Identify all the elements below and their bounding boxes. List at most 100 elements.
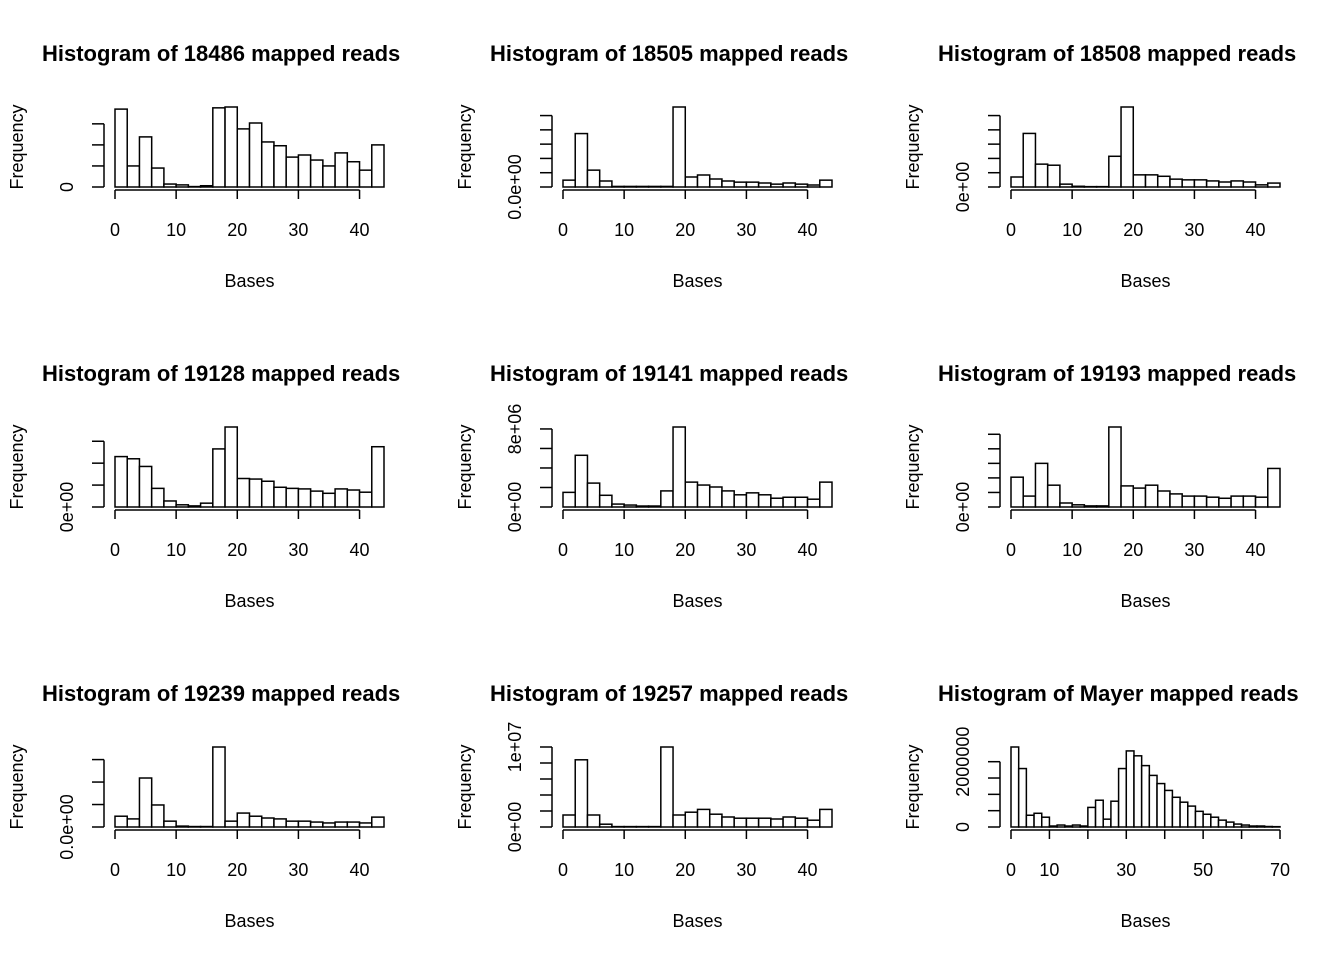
histogram-bar xyxy=(150,167,165,188)
histogram-bar xyxy=(175,504,190,508)
histogram-bar xyxy=(611,185,625,188)
histogram-bar xyxy=(672,426,687,508)
histogram-bar xyxy=(1193,495,1208,508)
x-tick-label: 30 xyxy=(1116,860,1136,880)
histogram-bar xyxy=(1017,767,1028,828)
histogram-panel: Histogram of 19239 mapped reads Bases Freq… xyxy=(7,681,400,931)
x-tick-label: 20 xyxy=(227,540,247,560)
histogram-bar xyxy=(782,182,797,188)
histogram-bar xyxy=(273,144,287,188)
histogram-bar xyxy=(1254,496,1269,508)
histogram-bar xyxy=(248,815,263,828)
histogram-bar xyxy=(1230,495,1245,508)
histogram-bar xyxy=(623,504,638,508)
histogram-bar xyxy=(574,759,589,828)
x-tick-label: 30 xyxy=(736,540,756,560)
histogram-bar xyxy=(757,494,772,508)
y-axis-label: Frequency xyxy=(903,104,923,189)
histogram-bar xyxy=(586,814,601,828)
x-axis-label: Bases xyxy=(672,271,722,291)
x-tick-label: 20 xyxy=(1123,540,1143,560)
x-tick-label: 0 xyxy=(110,540,120,560)
histogram-bar xyxy=(770,818,784,828)
histogram-bar xyxy=(574,132,589,188)
histogram-bar xyxy=(1248,825,1258,828)
histogram-bar xyxy=(273,818,287,828)
histogram-bar xyxy=(1148,774,1158,828)
histogram-bar xyxy=(1071,185,1086,188)
histogram-bar xyxy=(708,813,723,828)
histogram-bar xyxy=(309,490,324,508)
chart-title: Histogram of 19257 mapped reads xyxy=(490,681,848,706)
y-axis-label: Frequency xyxy=(903,424,923,509)
chart-title: Histogram of 19141 mapped reads xyxy=(490,361,848,386)
x-tick-label: 20 xyxy=(675,540,695,560)
histogram-bar xyxy=(794,496,809,508)
histogram-bar xyxy=(684,481,699,508)
histogram-bar xyxy=(1254,184,1269,188)
histogram-bar xyxy=(1095,505,1110,508)
histogram-bar xyxy=(1108,426,1122,508)
histogram-bar xyxy=(586,169,601,188)
y-tick-label: 2000000 xyxy=(953,727,973,797)
histogram-bar xyxy=(806,819,821,828)
histogram-bar xyxy=(794,817,809,828)
x-tick-label: 0 xyxy=(110,860,120,880)
y-tick-label: 0e+00 xyxy=(953,162,973,213)
histogram-bar xyxy=(1225,821,1235,828)
histogram-bar xyxy=(1267,467,1281,508)
histogram-bar xyxy=(1242,495,1257,508)
histogram-bar xyxy=(806,498,821,508)
histogram-bar xyxy=(150,804,165,828)
x-tick-label: 0 xyxy=(558,540,568,560)
histogram-bar xyxy=(1108,155,1122,188)
y-axis-label: Frequency xyxy=(7,424,27,509)
histogram-bar xyxy=(782,496,797,508)
y-tick-label: 0e+00 xyxy=(505,802,525,853)
histogram-bar xyxy=(236,477,251,508)
histogram-bar xyxy=(562,814,576,828)
histogram-bar xyxy=(199,184,214,188)
histogram-panel: Histogram of 19193 mapped reads Bases Freq… xyxy=(903,361,1296,611)
histogram-bar xyxy=(212,746,226,828)
histogram-bar xyxy=(1059,502,1073,508)
histogram-bar xyxy=(371,445,385,508)
x-tick-label: 20 xyxy=(675,220,695,240)
x-tick-label: 50 xyxy=(1193,860,1213,880)
y-tick-label: 8e+06 xyxy=(505,404,525,455)
histogram-bar xyxy=(138,777,153,828)
histogram-bar xyxy=(1010,176,1024,188)
histogram-bar xyxy=(782,816,797,828)
x-axis-label: Bases xyxy=(672,591,722,611)
histogram-bar xyxy=(1267,182,1281,188)
histogram-bar xyxy=(236,812,251,828)
histogram-bar xyxy=(1064,825,1074,828)
histogram-bar xyxy=(598,823,613,828)
histogram-bar xyxy=(745,181,760,188)
x-tick-label: 0 xyxy=(1006,540,1016,560)
chart-title: Histogram of 18505 mapped reads xyxy=(490,41,848,66)
histogram-bar xyxy=(199,502,214,508)
x-tick-label: 10 xyxy=(166,540,186,560)
histogram-bar xyxy=(1230,180,1245,188)
histogram-bar xyxy=(175,825,190,828)
histogram-bar xyxy=(660,490,674,508)
y-tick-label: 0 xyxy=(953,822,973,832)
histogram-bar xyxy=(1034,163,1049,188)
x-tick-label: 0 xyxy=(558,220,568,240)
histogram-bar xyxy=(660,746,674,828)
histogram-bar xyxy=(1181,179,1196,188)
histogram-bar xyxy=(806,184,821,188)
x-tick-label: 0 xyxy=(1006,220,1016,240)
histogram-bar xyxy=(1181,495,1196,508)
x-tick-label: 0 xyxy=(558,860,568,880)
histogram-bar xyxy=(187,505,202,508)
histogram-panel: Histogram of 18508 mapped reads Bases Freq… xyxy=(903,41,1296,291)
chart-title: Histogram of 18508 mapped reads xyxy=(938,41,1296,66)
x-axis-label: Bases xyxy=(224,271,274,291)
histogram-bar xyxy=(236,128,251,188)
histogram-bar xyxy=(1205,180,1220,188)
chart-title: Histogram of 19128 mapped reads xyxy=(42,361,400,386)
y-tick-label: 0e+00 xyxy=(505,482,525,533)
histogram-bar xyxy=(1059,183,1073,188)
